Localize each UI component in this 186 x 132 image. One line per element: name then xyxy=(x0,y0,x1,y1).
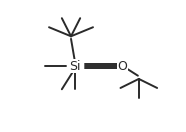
Text: O: O xyxy=(117,60,127,72)
Text: Si: Si xyxy=(69,60,80,72)
